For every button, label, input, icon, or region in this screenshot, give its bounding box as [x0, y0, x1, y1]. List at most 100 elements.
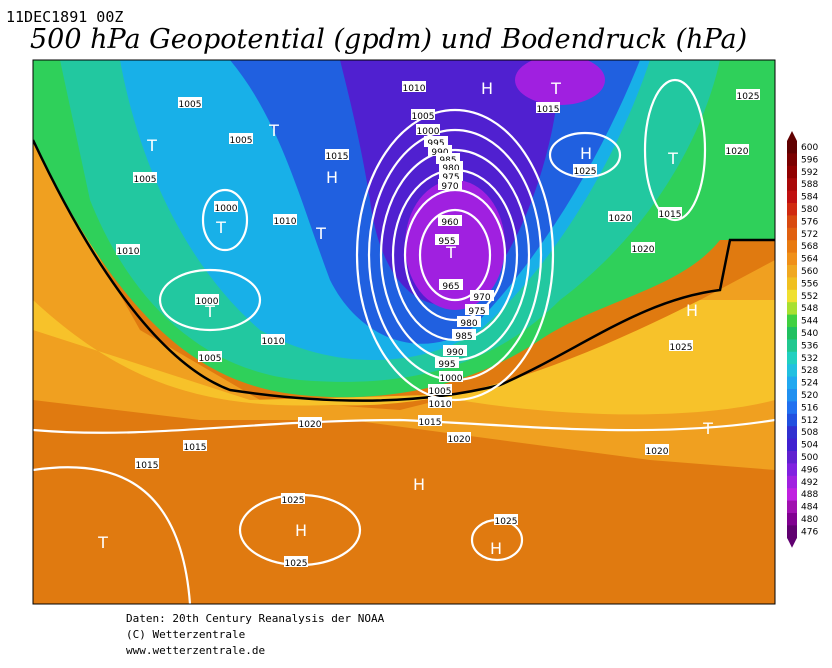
colorbar-label: 500: [801, 453, 818, 463]
colorbar-label: 580: [801, 205, 818, 215]
isobar-label: 1020: [632, 245, 655, 255]
isobar-label: 1005: [179, 100, 202, 110]
colorbar-swatch: [787, 327, 797, 340]
isobar-label: 1025: [670, 343, 693, 353]
isobar-label: 1010: [262, 337, 285, 347]
colorbar-swatch: [787, 513, 797, 526]
isobar-label: 1000: [440, 374, 463, 384]
label-box: [281, 493, 305, 504]
date: 11DEC1891 00Z: [6, 8, 123, 26]
isobar-label: 1025: [282, 496, 305, 506]
label-box: [465, 304, 489, 315]
isobar-label: 1005: [429, 387, 452, 397]
colorbar-swatch: [787, 252, 797, 266]
label-box: [736, 89, 760, 100]
pressure-center: T: [550, 79, 561, 98]
colorbar-swatch: [787, 277, 797, 291]
colorbar-swatch: [787, 413, 797, 427]
label-box: [438, 179, 462, 190]
label-box: [536, 102, 560, 113]
pressure-center: T: [215, 218, 226, 237]
colorbar-swatch: [787, 265, 797, 278]
colorbar-label: 548: [801, 304, 818, 314]
isobar-label: 985: [455, 332, 472, 342]
label-box: [428, 397, 452, 408]
colorbar-swatch: [787, 389, 797, 402]
isobar-label: 975: [442, 173, 459, 183]
colorbar-swatch: [787, 203, 797, 216]
isobar-label: 1020: [726, 147, 749, 157]
colorbar-swatch: [787, 376, 797, 390]
label-box: [402, 81, 426, 92]
label-box: [411, 109, 435, 120]
label-box: [439, 279, 463, 290]
colorbar-label: 532: [801, 354, 818, 364]
label-box: [439, 170, 463, 181]
label-box: [658, 207, 682, 218]
pressure-center: H: [295, 521, 307, 540]
label-box: [325, 149, 349, 160]
label-box: [631, 242, 655, 253]
label-box: [438, 215, 462, 226]
isobar-label: 1020: [299, 420, 322, 430]
colorbar-label: 600: [801, 143, 818, 153]
isobar-label: 1010: [117, 247, 140, 257]
colorbar-swatch: [787, 475, 797, 489]
colorbar-label: 512: [801, 416, 818, 426]
isobar-label: 960: [441, 218, 458, 228]
label-box: [494, 514, 518, 525]
label-box: [298, 417, 322, 428]
colorbar-label: 544: [801, 317, 818, 327]
colorbar-swatch: [787, 364, 797, 378]
isobar-label: 1025: [737, 92, 760, 102]
label-box: [439, 161, 463, 172]
colorbar-label: 588: [801, 180, 818, 190]
pressure-center: H: [580, 144, 592, 163]
isobar-label: 1025: [495, 517, 518, 527]
footer-line: (C) Wetterzentrale: [126, 628, 245, 641]
colorbar-swatch: [787, 351, 797, 365]
isobar-label: 980: [460, 319, 477, 329]
isobar-label: 1020: [609, 214, 632, 224]
label-box: [229, 133, 253, 144]
colorbar-label: 488: [801, 490, 818, 500]
colorbar-swatch: [787, 401, 797, 415]
footer-line: www.wetterzentrale.de: [126, 644, 265, 657]
colorbar-label: 552: [801, 292, 818, 302]
isobar-label: 1015: [326, 152, 349, 162]
colorbar-label: 560: [801, 267, 818, 277]
label-box: [135, 458, 159, 469]
label-box: [443, 345, 467, 356]
isobar-label: 1015: [136, 461, 159, 471]
colorbar-swatch: [787, 289, 797, 303]
isobar-label: 1015: [184, 443, 207, 453]
label-box: [195, 294, 219, 305]
isobar-label: 990: [446, 348, 463, 358]
isobar-label: 1025: [574, 167, 597, 177]
isobar-label: 1010: [403, 84, 426, 94]
colorbar-label: 568: [801, 242, 818, 252]
isobar-label: 995: [438, 360, 455, 370]
colorbar-label: 584: [801, 193, 818, 203]
label-box: [416, 124, 440, 135]
pressure-center: T: [315, 224, 326, 243]
pressure-center: T: [97, 533, 108, 552]
isobar-label: 1005: [134, 175, 157, 185]
colorbar-label: 496: [801, 465, 818, 475]
isobar-label: 1000: [196, 297, 219, 307]
label-box: [645, 444, 669, 455]
label-box: [261, 334, 285, 345]
colorbar-label: 576: [801, 217, 818, 227]
colorbar-label: 572: [801, 230, 818, 240]
colorbar-label: 484: [801, 503, 818, 513]
isobar-label: 995: [427, 139, 444, 149]
colorbar-swatch: [787, 339, 797, 353]
pressure-center: H: [326, 168, 338, 187]
label-box: [214, 201, 238, 212]
pressure-center: H: [686, 301, 698, 320]
pressure-center: T: [268, 121, 279, 140]
colorbar-swatch: [787, 302, 797, 316]
pressure-center: H: [481, 79, 493, 98]
colorbar-swatch: [787, 451, 797, 464]
